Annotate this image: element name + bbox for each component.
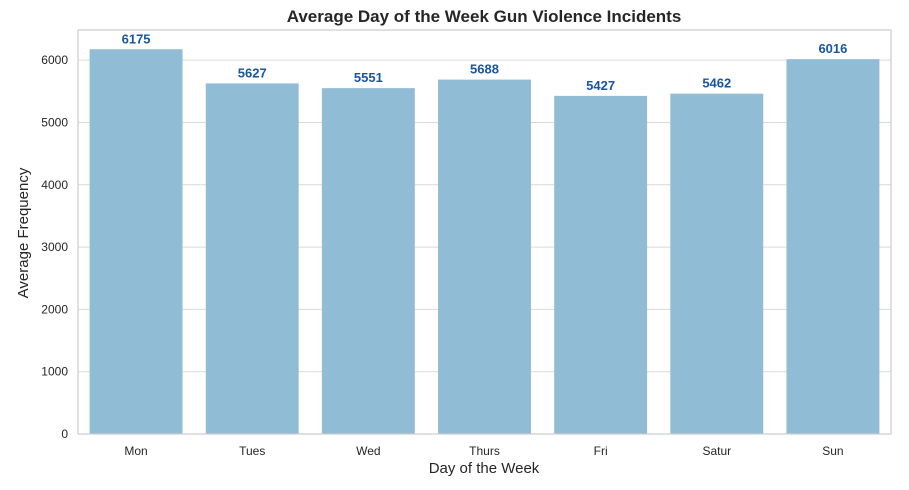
x-tick-label: Tues	[239, 444, 265, 458]
bar	[438, 79, 531, 434]
chart-title: Average Day of the Week Gun Violence Inc…	[287, 7, 682, 26]
bar	[554, 95, 648, 434]
data-labels: 6175 5627 5551 5688 5427 5462 6016	[122, 31, 848, 93]
bar	[205, 83, 299, 435]
x-tick-labels: Mon Tues Wed Thurs Fri Satur Sun	[124, 444, 843, 458]
bars	[89, 49, 880, 435]
data-label: 6175	[122, 31, 151, 46]
y-axis-label: Average Frequency	[15, 167, 32, 298]
x-tick-label: Thurs	[469, 444, 500, 458]
data-label: 6016	[818, 41, 847, 56]
y-tick-label: 0	[61, 427, 68, 441]
data-label: 5688	[470, 62, 499, 77]
data-label: 5462	[702, 76, 731, 91]
y-tick-label: 4000	[41, 178, 68, 192]
data-label: 5427	[586, 78, 615, 93]
y-tick-label: 6000	[41, 53, 68, 67]
y-tick-label: 1000	[41, 365, 68, 379]
y-tick-label: 2000	[41, 302, 68, 316]
data-label: 5551	[354, 70, 383, 85]
y-tick-labels: 0 1000 2000 3000 4000 5000 6000	[41, 53, 68, 441]
x-tick-label: Mon	[124, 444, 147, 458]
y-tick-label: 3000	[41, 240, 68, 254]
x-tick-label: Wed	[356, 444, 380, 458]
plot-frame	[77, 29, 892, 435]
x-tick-label: Sun	[822, 444, 843, 458]
y-tick-label: 5000	[41, 115, 68, 129]
x-tick-label: Fri	[594, 444, 608, 458]
bar	[670, 93, 764, 434]
bar	[786, 59, 880, 434]
x-axis-label: Day of the Week	[429, 460, 540, 477]
bar	[321, 88, 415, 435]
bar	[89, 49, 183, 434]
data-label: 5627	[238, 65, 267, 80]
x-tick-label: Satur	[702, 444, 731, 458]
